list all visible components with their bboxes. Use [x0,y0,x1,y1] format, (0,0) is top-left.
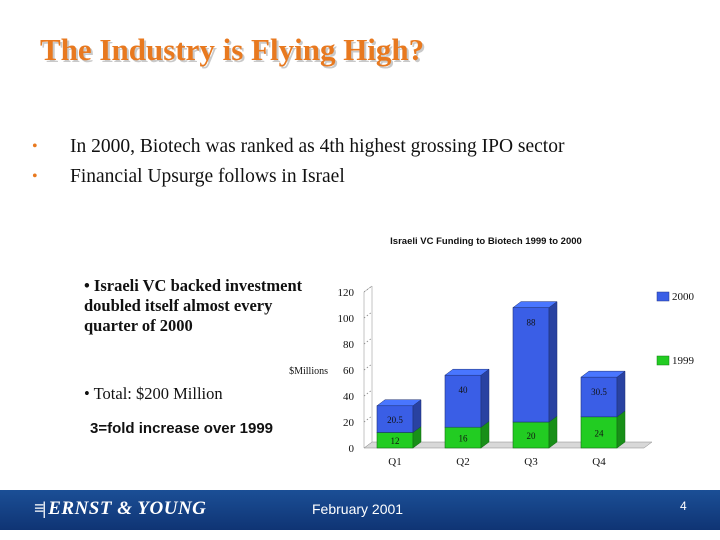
callout-point-total: • Total: $200 Million [84,384,223,403]
gridline [363,389,373,397]
data-label: 20 [527,431,537,441]
bar-top-1999-Q4 [580,410,626,418]
y-tick-label: 60 [343,365,355,377]
legend-label: 1999 [672,355,695,367]
x-tick-label: Q2 [456,456,469,468]
callout-box: • Israeli VC backed investment doubled i… [84,276,324,437]
bar-2000-Q1 [376,405,414,433]
callout-point-doubling: • Israeli VC backed investment doubled i… [84,276,303,335]
data-label: 12 [391,436,400,446]
bar-1999-Q2 [444,426,482,449]
x-tick-label: Q1 [388,456,401,468]
bullet-item: • In 2000, Biotech was ranked as 4th high… [28,132,564,162]
y-tick-label: 0 [349,443,355,455]
ernst-young-logo: ≡| ERNST & YOUNG [34,498,206,520]
bar-side-2000-Q1 [412,399,422,433]
gridline [363,337,373,345]
data-label: 24 [595,428,605,438]
legend-swatch [656,355,670,366]
legend-label: 2000 [672,291,695,303]
data-label: 88 [527,318,537,328]
gridline [363,415,373,423]
gridline [363,311,373,319]
bar-side-2000-Q4 [616,370,626,418]
data-label: 20.5 [387,415,403,425]
y-tick-label: 20 [343,417,355,429]
chart-title: Israeli VC Funding to Biotech 1999 to 20… [390,236,582,247]
bar-top-1999-Q2 [444,420,490,428]
footer-bar: ≡| ERNST & YOUNG February 2001 4 [0,490,720,530]
y-tick-label: 40 [343,391,355,403]
logo-mark-icon: ≡| [34,498,46,518]
callout-point-increase: 3=fold increase over 1999 [90,420,274,437]
x-tick-label: Q3 [524,456,538,468]
bar-side-2000-Q3 [548,301,558,423]
data-label: 40 [459,385,469,395]
data-label: 30.5 [591,387,607,397]
y-tick-label: 100 [338,313,355,325]
bullet-list: • In 2000, Biotech was ranked as 4th high… [28,132,564,192]
chart-floor [363,441,653,449]
bullet-text: Financial Upsurge follows in Israel [70,166,345,187]
bar-1999-Q4 [580,416,618,449]
data-label: 16 [459,434,469,444]
gridline [363,285,373,293]
bar-top-2000-Q2 [444,368,490,376]
bullet-dot-icon: • [32,168,38,185]
bar-top-2000-Q4 [580,370,626,378]
y-axis-label: $Millions [289,366,328,377]
bar-side-1999-Q2 [480,420,490,449]
bullet-item: • Financial Upsurge follows in Israel [28,162,564,192]
logo-text: ERNST & YOUNG [48,498,207,519]
bar-side-1999-Q3 [548,415,558,449]
bar-top-2000-Q1 [376,399,422,406]
bar-side-1999-Q4 [616,410,626,449]
bar-top-1999-Q3 [512,415,558,423]
bar-top-1999-Q1 [376,426,422,433]
y-tick-label: 80 [343,339,355,351]
footer-date: February 2001 [312,501,404,517]
gridline [363,363,373,371]
legend-swatch [656,291,670,302]
bar-2000-Q4 [580,376,618,418]
bullet-dot-icon: • [32,138,38,155]
y-tick-label: 120 [338,287,355,299]
bar-1999-Q1 [376,432,414,449]
bullet-text: In 2000, Biotech was ranked as 4th highe… [70,136,565,157]
x-tick-label: Q4 [592,456,606,468]
slide-title: The Industry is Flying High? [40,32,425,67]
bar-2000-Q3 [512,307,550,423]
chart-side-wall [363,285,373,449]
bar-side-1999-Q1 [412,425,422,449]
bar-side-2000-Q2 [480,368,490,428]
bar-top-2000-Q3 [512,301,558,308]
page-number: 4 [680,499,687,513]
bar-1999-Q3 [512,421,550,449]
bar-2000-Q2 [444,374,482,428]
